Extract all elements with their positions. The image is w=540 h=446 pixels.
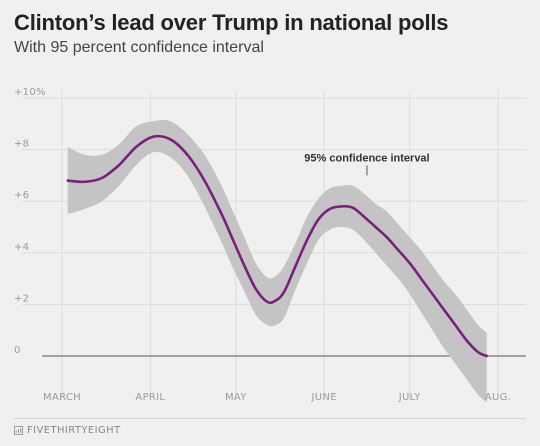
annotation-layer: 95% confidence interval bbox=[304, 152, 430, 176]
footer: FIVETHIRTYEIGHT bbox=[14, 425, 121, 436]
chart-title: Clinton’s lead over Trump in national po… bbox=[14, 10, 449, 35]
fivethirtyeight-logo-icon bbox=[14, 426, 23, 435]
x-tick-label: JULY bbox=[398, 392, 421, 403]
y-tick-label: +6 bbox=[14, 190, 29, 201]
x-tick-label: MARCH bbox=[43, 392, 81, 403]
y-tick-label: +2 bbox=[14, 293, 29, 304]
x-tick-label: JUNE bbox=[311, 392, 337, 403]
y-tick-label: 0 bbox=[14, 345, 21, 356]
x-tick-label: APRIL bbox=[135, 392, 165, 403]
annotation-label: 95% confidence interval bbox=[304, 152, 429, 164]
y-tick-label: +8 bbox=[14, 139, 29, 150]
footer-brand: FIVETHIRTYEIGHT bbox=[27, 425, 121, 436]
confidence-interval-band bbox=[67, 120, 487, 403]
x-tick-label: AUG. bbox=[485, 392, 511, 403]
y-tick-label: +10% bbox=[14, 87, 46, 98]
x-tick-label: MAY bbox=[225, 392, 247, 403]
tick-layer: MARCH APRIL MAY JUNE JULY AUG. 0 +2 +4 +6 +8 +10% bbox=[14, 87, 511, 403]
footer-divider bbox=[14, 418, 526, 419]
y-tick-label: +4 bbox=[14, 242, 29, 253]
chart-subtitle: With 95 percent confidence interval bbox=[14, 39, 264, 56]
series-line bbox=[66, 134, 488, 358]
